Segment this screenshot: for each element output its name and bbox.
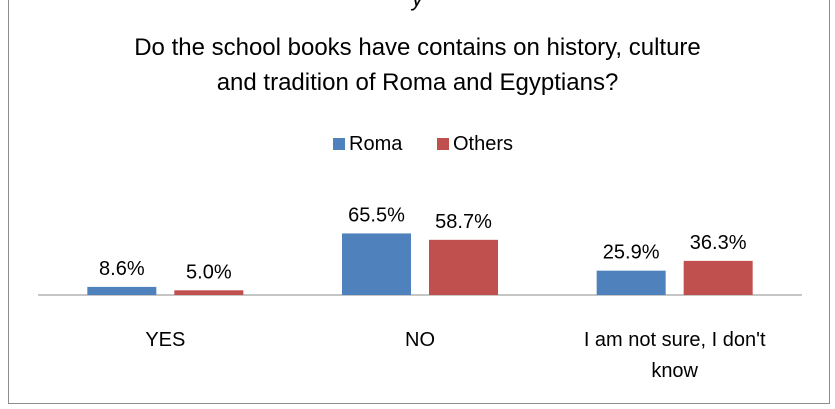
bar-others-1 xyxy=(429,239,498,295)
legend-label-roma: Roma xyxy=(349,133,403,155)
data-label-others-2: 36.3% xyxy=(690,232,747,254)
chart-title-line-2: and tradition of Roma and Egyptians? xyxy=(216,69,619,96)
category-label-2-0: I am not sure, I don't xyxy=(584,329,766,351)
data-label-others-1: 58.7% xyxy=(435,211,492,233)
data-label-roma-0: 8.6% xyxy=(99,258,145,280)
category-label-0-0: YES xyxy=(145,329,185,351)
bar-roma-0 xyxy=(87,286,157,295)
bar-others-0 xyxy=(174,290,244,295)
legend-swatch-others xyxy=(437,138,449,150)
category-label-1-0: NO xyxy=(405,329,435,351)
data-label-others-0: 5.0% xyxy=(186,261,232,283)
data-label-roma-2: 25.9% xyxy=(603,242,660,264)
chart-title: Do the school books have contains on his… xyxy=(60,30,775,100)
header-fragment: y xyxy=(0,0,835,12)
data-label-roma-1: 65.5% xyxy=(348,204,405,226)
chart-frame xyxy=(8,0,830,404)
bar-others-2 xyxy=(683,260,753,295)
chart-title-line-1: Do the school books have contains on his… xyxy=(134,34,701,61)
legend-swatch-roma xyxy=(333,138,345,150)
legend-label-others: Others xyxy=(453,133,513,155)
bar-roma-2 xyxy=(596,270,666,295)
bar-roma-1 xyxy=(342,233,411,295)
category-label-2-1: know xyxy=(651,360,698,382)
